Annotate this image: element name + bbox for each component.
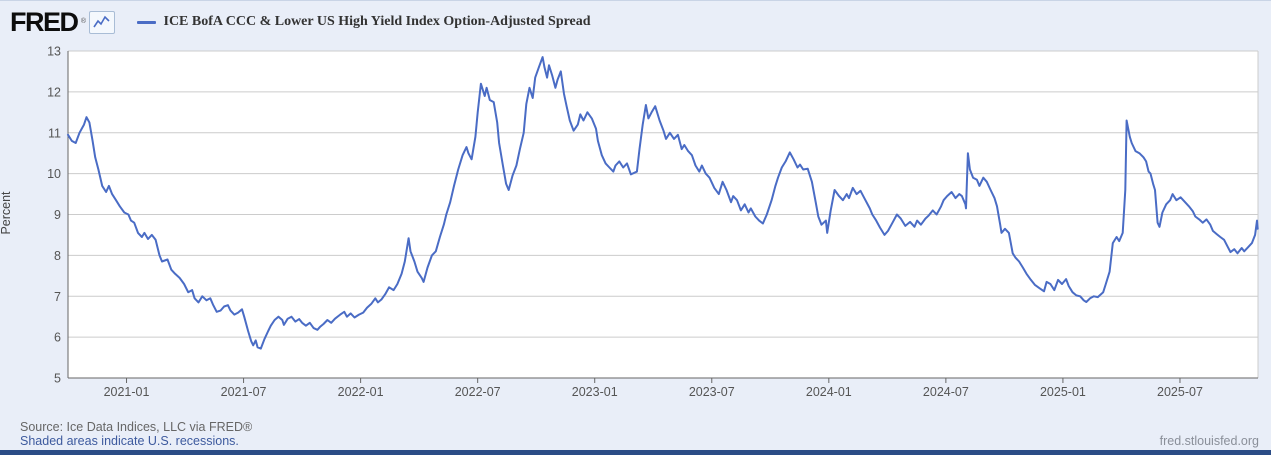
fred-logo-text: FRED	[10, 7, 79, 37]
fred-logo[interactable]: FRED ®	[10, 7, 86, 37]
recessions-note-link[interactable]: Shaded areas indicate U.S. recessions.	[20, 434, 239, 448]
x-tick-label: 2023-07	[689, 385, 735, 399]
y-tick-label: 9	[54, 208, 61, 222]
x-tick-label: 2021-07	[221, 385, 267, 399]
y-tick-label: 11	[48, 126, 61, 140]
sparkline-icon[interactable]	[88, 10, 115, 34]
legend-line-swatch	[136, 20, 156, 24]
x-tick-label: 2022-07	[455, 385, 501, 399]
y-tick-label: 5	[54, 372, 61, 386]
chart-plot[interactable]: 5 6 7 8 9 10 11 12 13 2021-01 2021-07 2022-01 2022-0…	[0, 1, 1271, 411]
x-tick-label: 2022-01	[338, 385, 384, 399]
x-tick-label: 2024-01	[806, 385, 852, 399]
y-tick-label: 10	[47, 167, 61, 181]
registered-mark: ®	[80, 18, 86, 25]
bottom-accent-bar	[0, 450, 1271, 455]
y-tick-label: 8	[54, 249, 61, 263]
y-tick-label: 7	[54, 290, 61, 304]
y-tick-label: 6	[54, 331, 61, 345]
y-tick-label: 13	[47, 45, 61, 59]
x-tick-label: 2024-07	[923, 385, 969, 399]
series-title: ICE BofA CCC & Lower US High Yield Index…	[163, 14, 591, 29]
series-line[interactable]	[67, 56, 1259, 350]
legend: ICE BofA CCC & Lower US High Yield Index…	[136, 14, 591, 30]
x-tick-label: 2021-01	[104, 385, 150, 399]
x-tick-label: 2025-01	[1040, 385, 1086, 399]
x-tick-label: 2025-07	[1157, 385, 1203, 399]
sparkline-icon-glyph	[92, 15, 110, 27]
source-note: Source: Ice Data Indices, LLC via FRED®	[20, 420, 253, 434]
fred-site-label: fred.stlouisfed.org	[1159, 434, 1259, 448]
x-tick-label: 2023-01	[572, 385, 618, 399]
y-tick-label: 12	[47, 85, 61, 99]
chart-header: FRED ® ICE BofA CCC & Lower US High Yiel…	[10, 8, 591, 36]
